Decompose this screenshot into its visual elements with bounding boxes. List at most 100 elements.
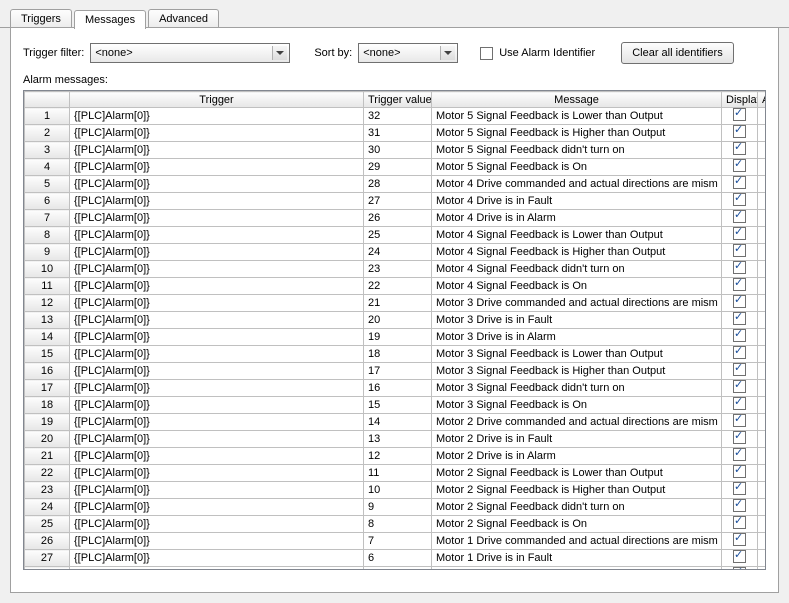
row-number[interactable]: 12 <box>25 295 70 312</box>
audio-cell[interactable] <box>758 482 767 499</box>
trigger-cell[interactable]: {[PLC]Alarm[0]} <box>70 278 364 295</box>
audio-cell[interactable] <box>758 363 767 380</box>
trigger-value-cell[interactable]: 11 <box>364 465 432 482</box>
message-cell[interactable]: Motor 1 Drive commanded and actual direc… <box>432 533 722 550</box>
audio-cell[interactable] <box>758 210 767 227</box>
trigger-cell[interactable]: {[PLC]Alarm[0]} <box>70 142 364 159</box>
trigger-value-cell[interactable]: 5 <box>364 567 432 571</box>
display-cell[interactable] <box>722 312 758 329</box>
trigger-cell[interactable]: {[PLC]Alarm[0]} <box>70 499 364 516</box>
display-checkbox[interactable] <box>733 363 746 376</box>
audio-cell[interactable] <box>758 193 767 210</box>
trigger-filter-combo[interactable]: <none> <box>90 43 290 63</box>
display-cell[interactable] <box>722 346 758 363</box>
tab-messages[interactable]: Messages <box>74 10 146 29</box>
display-checkbox[interactable] <box>733 210 746 223</box>
audio-cell[interactable] <box>758 567 767 571</box>
trigger-cell[interactable]: {[PLC]Alarm[0]} <box>70 482 364 499</box>
message-cell[interactable]: Motor 5 Signal Feedback is On <box>432 159 722 176</box>
row-number[interactable]: 17 <box>25 380 70 397</box>
audio-cell[interactable] <box>758 414 767 431</box>
display-cell[interactable] <box>722 244 758 261</box>
row-number[interactable]: 9 <box>25 244 70 261</box>
display-checkbox[interactable] <box>733 312 746 325</box>
message-cell[interactable]: Motor 5 Signal Feedback is Higher than O… <box>432 125 722 142</box>
display-cell[interactable] <box>722 414 758 431</box>
trigger-cell[interactable]: {[PLC]Alarm[0]} <box>70 448 364 465</box>
display-checkbox[interactable] <box>733 261 746 274</box>
audio-header[interactable]: Audio <box>758 92 767 108</box>
trigger-cell[interactable]: {[PLC]Alarm[0]} <box>70 516 364 533</box>
trigger-cell[interactable]: {[PLC]Alarm[0]} <box>70 533 364 550</box>
row-number[interactable]: 13 <box>25 312 70 329</box>
message-cell[interactable]: Motor 3 Signal Feedback is Higher than O… <box>432 363 722 380</box>
table-row[interactable]: 21{[PLC]Alarm[0]}12Motor 2 Drive is in A… <box>25 448 767 465</box>
audio-cell[interactable] <box>758 142 767 159</box>
message-cell[interactable]: Motor 3 Signal Feedback didn't turn on <box>432 380 722 397</box>
display-cell[interactable] <box>722 108 758 125</box>
message-cell[interactable]: Motor 1 Drive is in Alarm <box>432 567 722 571</box>
alarm-grid[interactable]: Trigger Trigger value Message Display Au… <box>24 91 766 570</box>
message-cell[interactable]: Motor 3 Signal Feedback is On <box>432 397 722 414</box>
display-cell[interactable] <box>722 261 758 278</box>
trigger-value-cell[interactable]: 15 <box>364 397 432 414</box>
trigger-cell[interactable]: {[PLC]Alarm[0]} <box>70 261 364 278</box>
row-number[interactable]: 8 <box>25 227 70 244</box>
display-cell[interactable] <box>722 142 758 159</box>
row-number[interactable]: 10 <box>25 261 70 278</box>
sort-by-combo[interactable]: <none> <box>358 43 458 63</box>
display-cell[interactable] <box>722 516 758 533</box>
row-number[interactable]: 1 <box>25 108 70 125</box>
display-cell[interactable] <box>722 448 758 465</box>
trigger-value-cell[interactable]: 30 <box>364 142 432 159</box>
display-cell[interactable] <box>722 431 758 448</box>
trigger-cell[interactable]: {[PLC]Alarm[0]} <box>70 363 364 380</box>
trigger-cell[interactable]: {[PLC]Alarm[0]} <box>70 244 364 261</box>
trigger-cell[interactable]: {[PLC]Alarm[0]} <box>70 108 364 125</box>
row-number[interactable]: 7 <box>25 210 70 227</box>
audio-cell[interactable] <box>758 465 767 482</box>
trigger-cell[interactable]: {[PLC]Alarm[0]} <box>70 465 364 482</box>
trigger-cell[interactable]: {[PLC]Alarm[0]} <box>70 567 364 571</box>
display-checkbox[interactable] <box>733 448 746 461</box>
table-row[interactable]: 12{[PLC]Alarm[0]}21Motor 3 Drive command… <box>25 295 767 312</box>
message-cell[interactable]: Motor 2 Drive is in Alarm <box>432 448 722 465</box>
trigger-cell[interactable]: {[PLC]Alarm[0]} <box>70 329 364 346</box>
trigger-value-cell[interactable]: 17 <box>364 363 432 380</box>
table-row[interactable]: 4{[PLC]Alarm[0]}29Motor 5 Signal Feedbac… <box>25 159 767 176</box>
display-header[interactable]: Display <box>722 92 758 108</box>
message-cell[interactable]: Motor 4 Drive is in Alarm <box>432 210 722 227</box>
display-cell[interactable] <box>722 278 758 295</box>
display-checkbox[interactable] <box>733 193 746 206</box>
trigger-value-cell[interactable]: 20 <box>364 312 432 329</box>
trigger-cell[interactable]: {[PLC]Alarm[0]} <box>70 295 364 312</box>
display-checkbox[interactable] <box>733 516 746 529</box>
table-row[interactable]: 10{[PLC]Alarm[0]}23Motor 4 Signal Feedba… <box>25 261 767 278</box>
trigger-cell[interactable]: {[PLC]Alarm[0]} <box>70 227 364 244</box>
message-cell[interactable]: Motor 3 Signal Feedback is Lower than Ou… <box>432 346 722 363</box>
row-number[interactable]: 27 <box>25 550 70 567</box>
row-number[interactable]: 22 <box>25 465 70 482</box>
row-number[interactable]: 11 <box>25 278 70 295</box>
trigger-value-cell[interactable]: 28 <box>364 176 432 193</box>
message-cell[interactable]: Motor 5 Signal Feedback didn't turn on <box>432 142 722 159</box>
message-cell[interactable]: Motor 2 Drive is in Fault <box>432 431 722 448</box>
display-checkbox[interactable] <box>733 176 746 189</box>
display-cell[interactable] <box>722 465 758 482</box>
message-cell[interactable]: Motor 2 Signal Feedback didn't turn on <box>432 499 722 516</box>
display-checkbox[interactable] <box>733 567 746 570</box>
row-number[interactable]: 28 <box>25 567 70 571</box>
trigger-value-cell[interactable]: 8 <box>364 516 432 533</box>
trigger-value-cell[interactable]: 23 <box>364 261 432 278</box>
audio-cell[interactable] <box>758 329 767 346</box>
table-row[interactable]: 23{[PLC]Alarm[0]}10Motor 2 Signal Feedba… <box>25 482 767 499</box>
table-row[interactable]: 15{[PLC]Alarm[0]}18Motor 3 Signal Feedba… <box>25 346 767 363</box>
table-row[interactable]: 22{[PLC]Alarm[0]}11Motor 2 Signal Feedba… <box>25 465 767 482</box>
display-checkbox[interactable] <box>733 465 746 478</box>
message-cell[interactable]: Motor 4 Signal Feedback is On <box>432 278 722 295</box>
table-row[interactable]: 2{[PLC]Alarm[0]}31Motor 5 Signal Feedbac… <box>25 125 767 142</box>
row-number[interactable]: 19 <box>25 414 70 431</box>
trigger-cell[interactable]: {[PLC]Alarm[0]} <box>70 380 364 397</box>
message-cell[interactable]: Motor 3 Drive is in Alarm <box>432 329 722 346</box>
audio-cell[interactable] <box>758 227 767 244</box>
